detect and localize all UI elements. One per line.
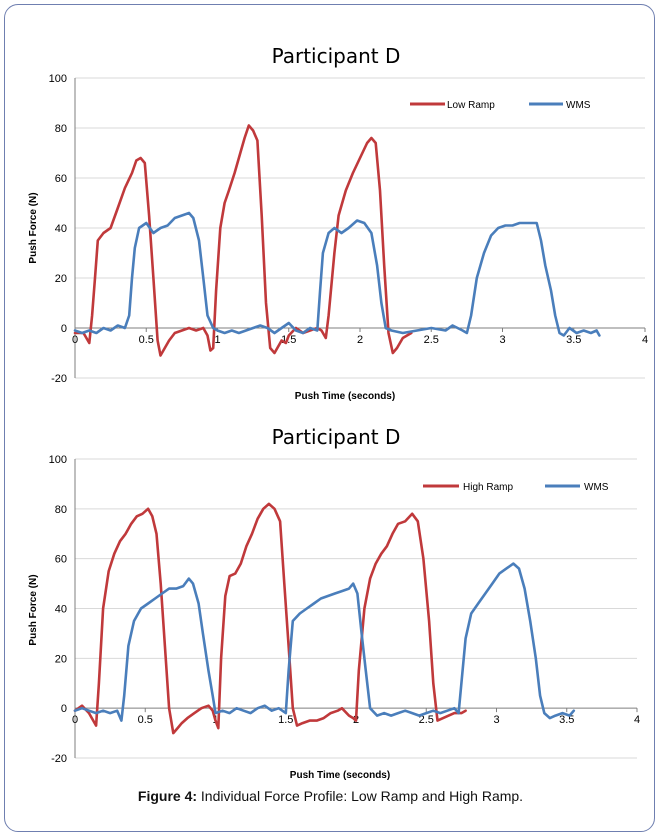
x-tick-label: 3 bbox=[499, 334, 505, 346]
x-tick-label: 0.5 bbox=[138, 714, 153, 726]
y-tick-label: 60 bbox=[55, 173, 67, 185]
chart-high-ramp: Participant D 0 0.5 1 1.5 2 2.5 3 3.5 4 -2002040… bbox=[28, 425, 640, 781]
y-axis-label: Push Force (N) bbox=[28, 574, 39, 645]
caption-label: Figure 4: bbox=[137, 788, 198, 804]
x-tick-label: 3 bbox=[493, 714, 499, 726]
x-axis-label: Push Time (seconds) bbox=[295, 391, 395, 402]
chart-series bbox=[73, 124, 601, 357]
y-tick-label: 0 bbox=[61, 323, 67, 335]
series-line-wms bbox=[73, 211, 601, 337]
y-tick-label: -20 bbox=[51, 753, 67, 765]
x-tick-label: 0 bbox=[72, 334, 78, 346]
y-tick-label: -20 bbox=[51, 373, 67, 385]
y-tick-label: 20 bbox=[55, 273, 67, 285]
chart-grid bbox=[74, 77, 646, 379]
figure-caption: Figure 4: Individual Force Profile: Low … bbox=[0, 788, 661, 804]
legend-label-wms: WMS bbox=[566, 100, 591, 111]
chart-grid bbox=[74, 458, 638, 759]
caption-text: Individual Force Profile: Low Ramp and H… bbox=[197, 788, 524, 804]
y-tick-label: 60 bbox=[55, 554, 67, 566]
x-tick-label: 1 bbox=[214, 334, 220, 346]
x-tick-label: 3.5 bbox=[566, 334, 581, 346]
legend-label-wms: WMS bbox=[584, 482, 609, 493]
x-axis-label: Push Time (seconds) bbox=[290, 770, 390, 781]
legend-label-low-ramp: Low Ramp bbox=[447, 100, 495, 111]
y-tick-label: 80 bbox=[55, 504, 67, 516]
chart-title: Participant D bbox=[272, 44, 401, 68]
y-tick-label: 20 bbox=[55, 653, 67, 665]
x-tick-label: 2 bbox=[357, 334, 363, 346]
legend-label-high-ramp: High Ramp bbox=[463, 482, 513, 493]
series-line-wms bbox=[73, 562, 576, 722]
chart-low-ramp: Participant D 0 0.5 1 1.5 2 2.5 3 3.5 4 -2002040… bbox=[28, 44, 648, 402]
legend: Low Ramp WMS bbox=[410, 100, 591, 111]
x-tick-labels: 0 0.5 1 1.5 2 2.5 3 3.5 4 bbox=[72, 334, 648, 346]
chart-series bbox=[73, 502, 576, 735]
x-tick-label: 0.5 bbox=[139, 334, 154, 346]
y-tick-label: 0 bbox=[61, 703, 67, 715]
y-tick-labels: -20 0 20 40 60 80 100 bbox=[49, 454, 67, 765]
x-tick-label: 2.5 bbox=[424, 334, 439, 346]
x-tick-label: 4 bbox=[634, 714, 640, 726]
y-tick-label: 40 bbox=[55, 604, 67, 616]
y-tick-label: 40 bbox=[55, 223, 67, 235]
x-tick-label: 3.5 bbox=[559, 714, 574, 726]
x-tick-label: 4 bbox=[642, 334, 648, 346]
chart-title: Participant D bbox=[272, 425, 401, 449]
y-tick-labels: -20 0 20 40 60 80 100 bbox=[49, 73, 67, 385]
legend: High Ramp WMS bbox=[423, 482, 609, 493]
y-tick-label: 100 bbox=[49, 454, 67, 466]
x-tick-label: 0 bbox=[72, 714, 78, 726]
figure-frame bbox=[4, 4, 655, 832]
series-line-low-ramp bbox=[73, 124, 413, 357]
y-tick-label: 100 bbox=[49, 73, 67, 85]
series-line-high-ramp bbox=[73, 502, 467, 735]
x-tick-label: 2.5 bbox=[419, 714, 434, 726]
x-tick-label: 1.5 bbox=[278, 714, 293, 726]
y-tick-label: 80 bbox=[55, 123, 67, 135]
y-axis-label: Push Force (N) bbox=[28, 192, 39, 263]
